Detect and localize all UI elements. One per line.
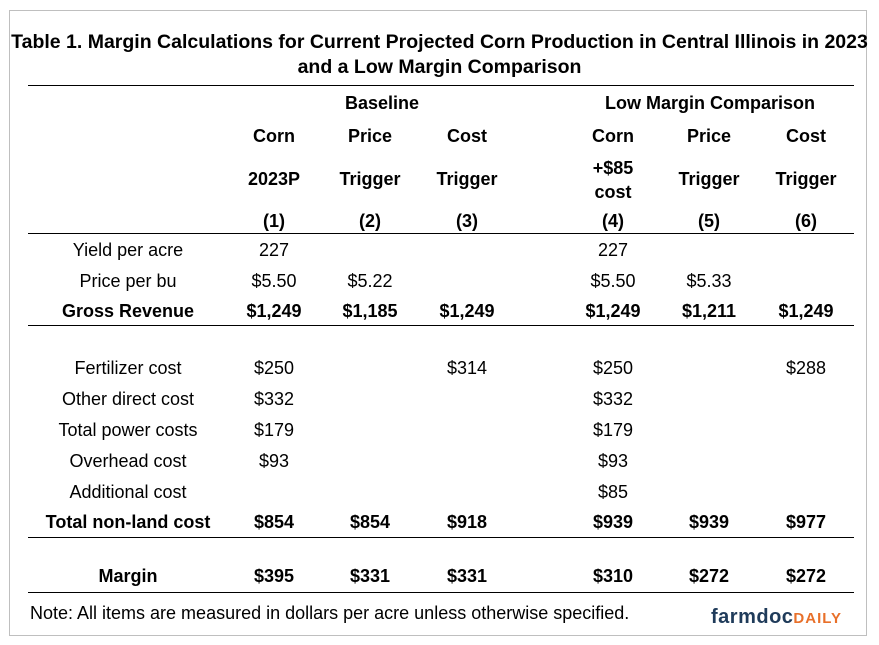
table-cell: $395	[253, 566, 295, 586]
row-label: Overhead cost	[69, 451, 187, 471]
table-cell: $332	[592, 389, 634, 409]
logo-part-2: DAILY	[793, 610, 843, 627]
row-label: Additional cost	[69, 482, 187, 502]
header-top-rule	[28, 85, 854, 86]
farmdoc-daily-logo: farmdocDAILY	[711, 606, 842, 629]
table-cell: $1,249	[439, 301, 495, 321]
table-cell: $93	[597, 451, 629, 471]
table-cell: $854	[349, 512, 391, 532]
table-cell: $5.50	[251, 271, 297, 291]
table-cell: $5.33	[686, 271, 732, 291]
table-cell: $5.50	[590, 271, 636, 291]
table-cell: $918	[446, 512, 488, 532]
row-label: Price per bu	[79, 271, 177, 291]
row-label: Gross Revenue	[61, 301, 195, 321]
table-frame	[9, 10, 867, 636]
low-margin-group-header: Low Margin Comparison	[604, 93, 815, 113]
row-label: Total non-land cost	[45, 512, 211, 532]
total-cost-rule	[28, 537, 854, 538]
column-subheader-1: 2023P	[247, 169, 301, 189]
table-cell: $1,185	[342, 301, 398, 321]
row-label: Total power costs	[58, 420, 198, 440]
table-cell: $939	[592, 512, 634, 532]
table-cell: 227	[258, 240, 290, 260]
column-number-3: (3)	[456, 211, 478, 231]
header-bottom-rule	[28, 233, 854, 234]
table-cell: $5.22	[347, 271, 393, 291]
table-bottom-rule	[28, 592, 854, 593]
column-header-1: Corn	[253, 126, 295, 146]
column-header-3: Cost	[447, 126, 487, 146]
table-cell: 227	[597, 240, 629, 260]
footnote: Note: All items are measured in dollars …	[30, 603, 630, 623]
row-label: Margin	[98, 566, 158, 586]
table-cell: $314	[446, 358, 488, 378]
gross-revenue-rule	[28, 325, 854, 326]
row-label: Fertilizer cost	[74, 358, 182, 378]
table-cell: $331	[446, 566, 488, 586]
table-cell: $331	[349, 566, 391, 586]
baseline-group-header: Baseline	[344, 93, 420, 113]
table-cell: $250	[592, 358, 634, 378]
table-cell: $1,249	[585, 301, 641, 321]
column-subheader-3: Trigger	[436, 169, 498, 189]
column-number-1: (1)	[263, 211, 285, 231]
column-number-5: (5)	[698, 211, 720, 231]
column-subheader-4-line2: cost	[594, 182, 632, 202]
table-cell: $1,211	[681, 301, 737, 321]
column-number-6: (6)	[795, 211, 817, 231]
row-label: Other direct cost	[61, 389, 195, 409]
row-label: Yield per acre	[72, 240, 184, 260]
column-number-2: (2)	[359, 211, 381, 231]
column-header-4: Corn	[592, 126, 634, 146]
column-subheader-4-line1: +$85	[592, 158, 634, 178]
table-cell: $85	[597, 482, 629, 502]
table-cell: $332	[253, 389, 295, 409]
table-cell: $179	[592, 420, 634, 440]
table-cell: $272	[688, 566, 730, 586]
table-cell: $288	[785, 358, 827, 378]
column-subheader-6: Trigger	[775, 169, 837, 189]
column-header-2: Price	[347, 126, 393, 146]
column-subheader-2: Trigger	[339, 169, 401, 189]
table-cell: $854	[253, 512, 295, 532]
table-cell: $1,249	[778, 301, 834, 321]
table-cell: $272	[785, 566, 827, 586]
table-cell: $93	[258, 451, 290, 471]
logo-part-1: farmdoc	[711, 606, 794, 628]
table-cell: $1,249	[246, 301, 302, 321]
column-subheader-5: Trigger	[678, 169, 740, 189]
table-cell: $977	[785, 512, 827, 532]
column-number-4: (4)	[602, 211, 624, 231]
table-cell: $250	[253, 358, 295, 378]
table-cell: $310	[592, 566, 634, 586]
table-cell: $179	[253, 420, 295, 440]
column-header-6: Cost	[786, 126, 826, 146]
column-header-5: Price	[686, 126, 732, 146]
table-title: Table 1. Margin Calculations for Current…	[11, 31, 868, 78]
table-cell: $939	[688, 512, 730, 532]
